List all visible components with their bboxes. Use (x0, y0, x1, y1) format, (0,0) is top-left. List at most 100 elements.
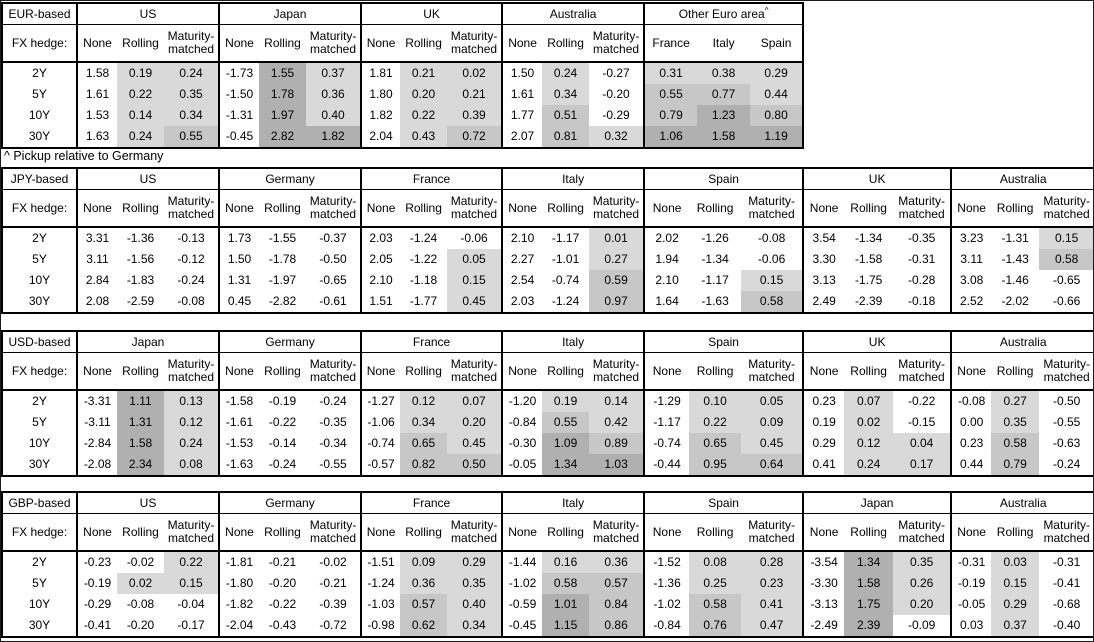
value-cell: 3.31 (76, 227, 117, 249)
value-cell: 1.31 (218, 270, 260, 291)
footnote: ^ Pickup relative to Germany (4, 149, 164, 163)
value-cell: -1.56 (126, 252, 155, 266)
value-cell: -0.74 (643, 433, 690, 454)
country-header-label: UK (868, 334, 886, 349)
value-cell: 1.31 (117, 412, 164, 433)
value-cell: -1.81 (218, 551, 260, 573)
value-cell: 0.36 (400, 573, 448, 594)
value-cell: -1.83 (126, 273, 155, 287)
value-cell: -1.43 (1001, 252, 1029, 266)
value-cell: 0.79 (991, 454, 1040, 476)
country-header: France (360, 492, 503, 514)
value-cell: 1.58 (697, 126, 751, 148)
hedge-type-header: None (802, 189, 845, 228)
value-cell: 0.29 (802, 433, 845, 454)
value-cell: 0.12 (844, 433, 894, 454)
value-cell: 1.50 (501, 62, 543, 84)
hedge-type-header: Rolling (542, 24, 590, 63)
country-header: Italy (501, 168, 645, 190)
value-cell: 0.21 (447, 84, 503, 105)
country-header: Italy (501, 492, 645, 514)
value-cell: -1.63 (218, 454, 260, 476)
value-cell: -1.18 (409, 273, 438, 287)
value-cell: -1.78 (268, 252, 297, 266)
value-cell: 0.03 (991, 551, 1040, 573)
value-cell: 0.77 (697, 84, 751, 105)
value-cell: -1.17 (551, 231, 580, 245)
country-header: Germany (218, 331, 362, 353)
tenor-label: 30Y (28, 294, 51, 308)
value-cell: -0.34 (319, 436, 347, 450)
base-label: JPY-based (2, 168, 77, 190)
table-gbp-based: GBP-based US Germany France Italy Spain Japan A… (1, 491, 1093, 638)
value-cell: 0.22 (117, 84, 164, 105)
value-cell: -1.31 (1001, 231, 1029, 245)
value-cell: 0.41 (802, 454, 845, 476)
hedge-type-header: Maturity-matched (1039, 513, 1093, 552)
value-cell: -0.44 (643, 454, 690, 476)
value-cell: 0.58 (741, 291, 804, 313)
country-header: Other Euro area^ (643, 3, 804, 25)
value-cell: 0.34 (542, 84, 590, 105)
hedge-type-header: Maturity-matched (306, 513, 362, 552)
country-header-label: US (139, 495, 157, 510)
value-cell: 1.80 (360, 84, 401, 105)
country-header-label: UK (423, 6, 440, 21)
country-header-label: Germany (265, 495, 315, 510)
value-cell: -0.14 (268, 436, 297, 450)
value-cell: -1.06 (360, 412, 401, 433)
value-cell: 0.36 (306, 84, 362, 105)
hedge-type-header: Maturity-matched (306, 24, 362, 63)
hedge-type-header: None (501, 24, 543, 63)
country-header: Italy (501, 331, 645, 353)
value-cell: 0.37 (306, 62, 362, 84)
value-cell: -2.49 (802, 615, 845, 637)
value-cell: 0.10 (689, 390, 742, 412)
hedge-type-header: None (950, 352, 992, 391)
fx-hedge-label: FX hedge: (2, 352, 77, 391)
value-cell: -1.63 (701, 294, 729, 308)
tenor-label: 2Y (32, 555, 47, 569)
value-cell: 2.05 (360, 249, 401, 270)
value-cell: -1.24 (409, 231, 438, 245)
value-cell: 0.39 (447, 105, 503, 126)
country-header: Germany (218, 168, 362, 190)
value-cell: -0.65 (1052, 273, 1081, 287)
value-cell: -0.06 (757, 252, 786, 266)
value-cell: -0.35 (319, 415, 347, 429)
value-cell: 0.02 (844, 412, 894, 433)
country-header: US (75, 492, 220, 514)
value-cell: 2.27 (501, 249, 543, 270)
value-cell: 2.04 (360, 126, 401, 148)
country-header-label: France (412, 171, 451, 186)
value-cell: -1.34 (854, 231, 883, 245)
value-cell: 0.02 (117, 573, 164, 594)
value-cell: 0.00 (950, 412, 992, 433)
tenor-label: 30Y (28, 618, 51, 632)
hedge-type-header: Rolling (400, 352, 448, 391)
hedge-type-header: None (76, 352, 117, 391)
country-header: Australia (950, 492, 1093, 514)
tenor-label: 10Y (28, 273, 51, 287)
value-cell: -1.27 (360, 390, 401, 412)
value-cell: 0.40 (447, 594, 503, 615)
value-cell: -1.20 (501, 390, 543, 412)
country-header-label: France (412, 334, 451, 349)
hedge-type-header: Rolling (259, 24, 307, 63)
value-cell: 0.76 (689, 615, 742, 637)
value-cell: 1.81 (360, 62, 401, 84)
value-cell: 0.23 (741, 573, 804, 594)
value-cell: -0.13 (177, 231, 205, 245)
value-cell: 0.31 (643, 62, 698, 84)
hedge-type-header: None (802, 513, 845, 552)
base-label: USD-based (2, 331, 77, 353)
hedge-type-header: Rolling (400, 513, 448, 552)
value-cell: -1.58 (854, 252, 883, 266)
value-cell: 0.15 (991, 573, 1040, 594)
value-cell: 0.38 (697, 62, 751, 84)
value-cell: -3.54 (802, 551, 845, 573)
value-cell: 1.82 (306, 126, 362, 148)
value-cell: -0.05 (501, 454, 543, 476)
hedge-type-header: Rolling (400, 189, 448, 228)
value-cell: -0.50 (1052, 394, 1081, 408)
